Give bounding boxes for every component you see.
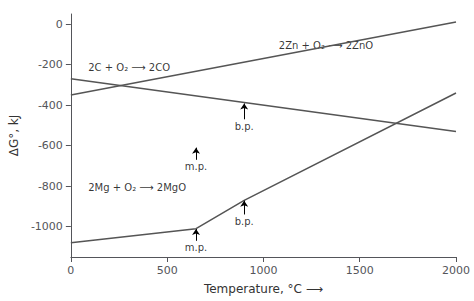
svg-text:-400: -400 <box>38 99 63 112</box>
svg-text:-600: -600 <box>38 139 63 152</box>
svg-text:b.p.: b.p. <box>235 216 254 227</box>
svg-text:0: 0 <box>56 18 63 31</box>
svg-text:-800: -800 <box>38 180 63 193</box>
svg-text:m.p.: m.p. <box>185 161 207 172</box>
svg-text:0: 0 <box>67 264 74 277</box>
svg-text:1500: 1500 <box>346 264 374 277</box>
svg-text:-200: -200 <box>38 58 63 71</box>
svg-text:Temperature, °C ⟶: Temperature, °C ⟶ <box>203 282 323 296</box>
svg-text:ΔG°, kJ: ΔG°, kJ <box>7 115 21 157</box>
svg-text:m.p.: m.p. <box>185 242 207 253</box>
svg-text:500: 500 <box>157 264 178 277</box>
svg-text:1000: 1000 <box>249 264 277 277</box>
svg-text:b.p.: b.p. <box>235 121 254 132</box>
svg-text:2Mg + O₂ ⟶ 2MgO: 2Mg + O₂ ⟶ 2MgO <box>88 182 186 193</box>
svg-text:-1000: -1000 <box>31 220 63 233</box>
svg-text:2Zn + O₂ ⟶ 2ZnO: 2Zn + O₂ ⟶ 2ZnO <box>279 40 373 51</box>
svg-text:2000: 2000 <box>442 264 470 277</box>
svg-text:2C + O₂ ⟶ 2CO: 2C + O₂ ⟶ 2CO <box>88 62 170 73</box>
